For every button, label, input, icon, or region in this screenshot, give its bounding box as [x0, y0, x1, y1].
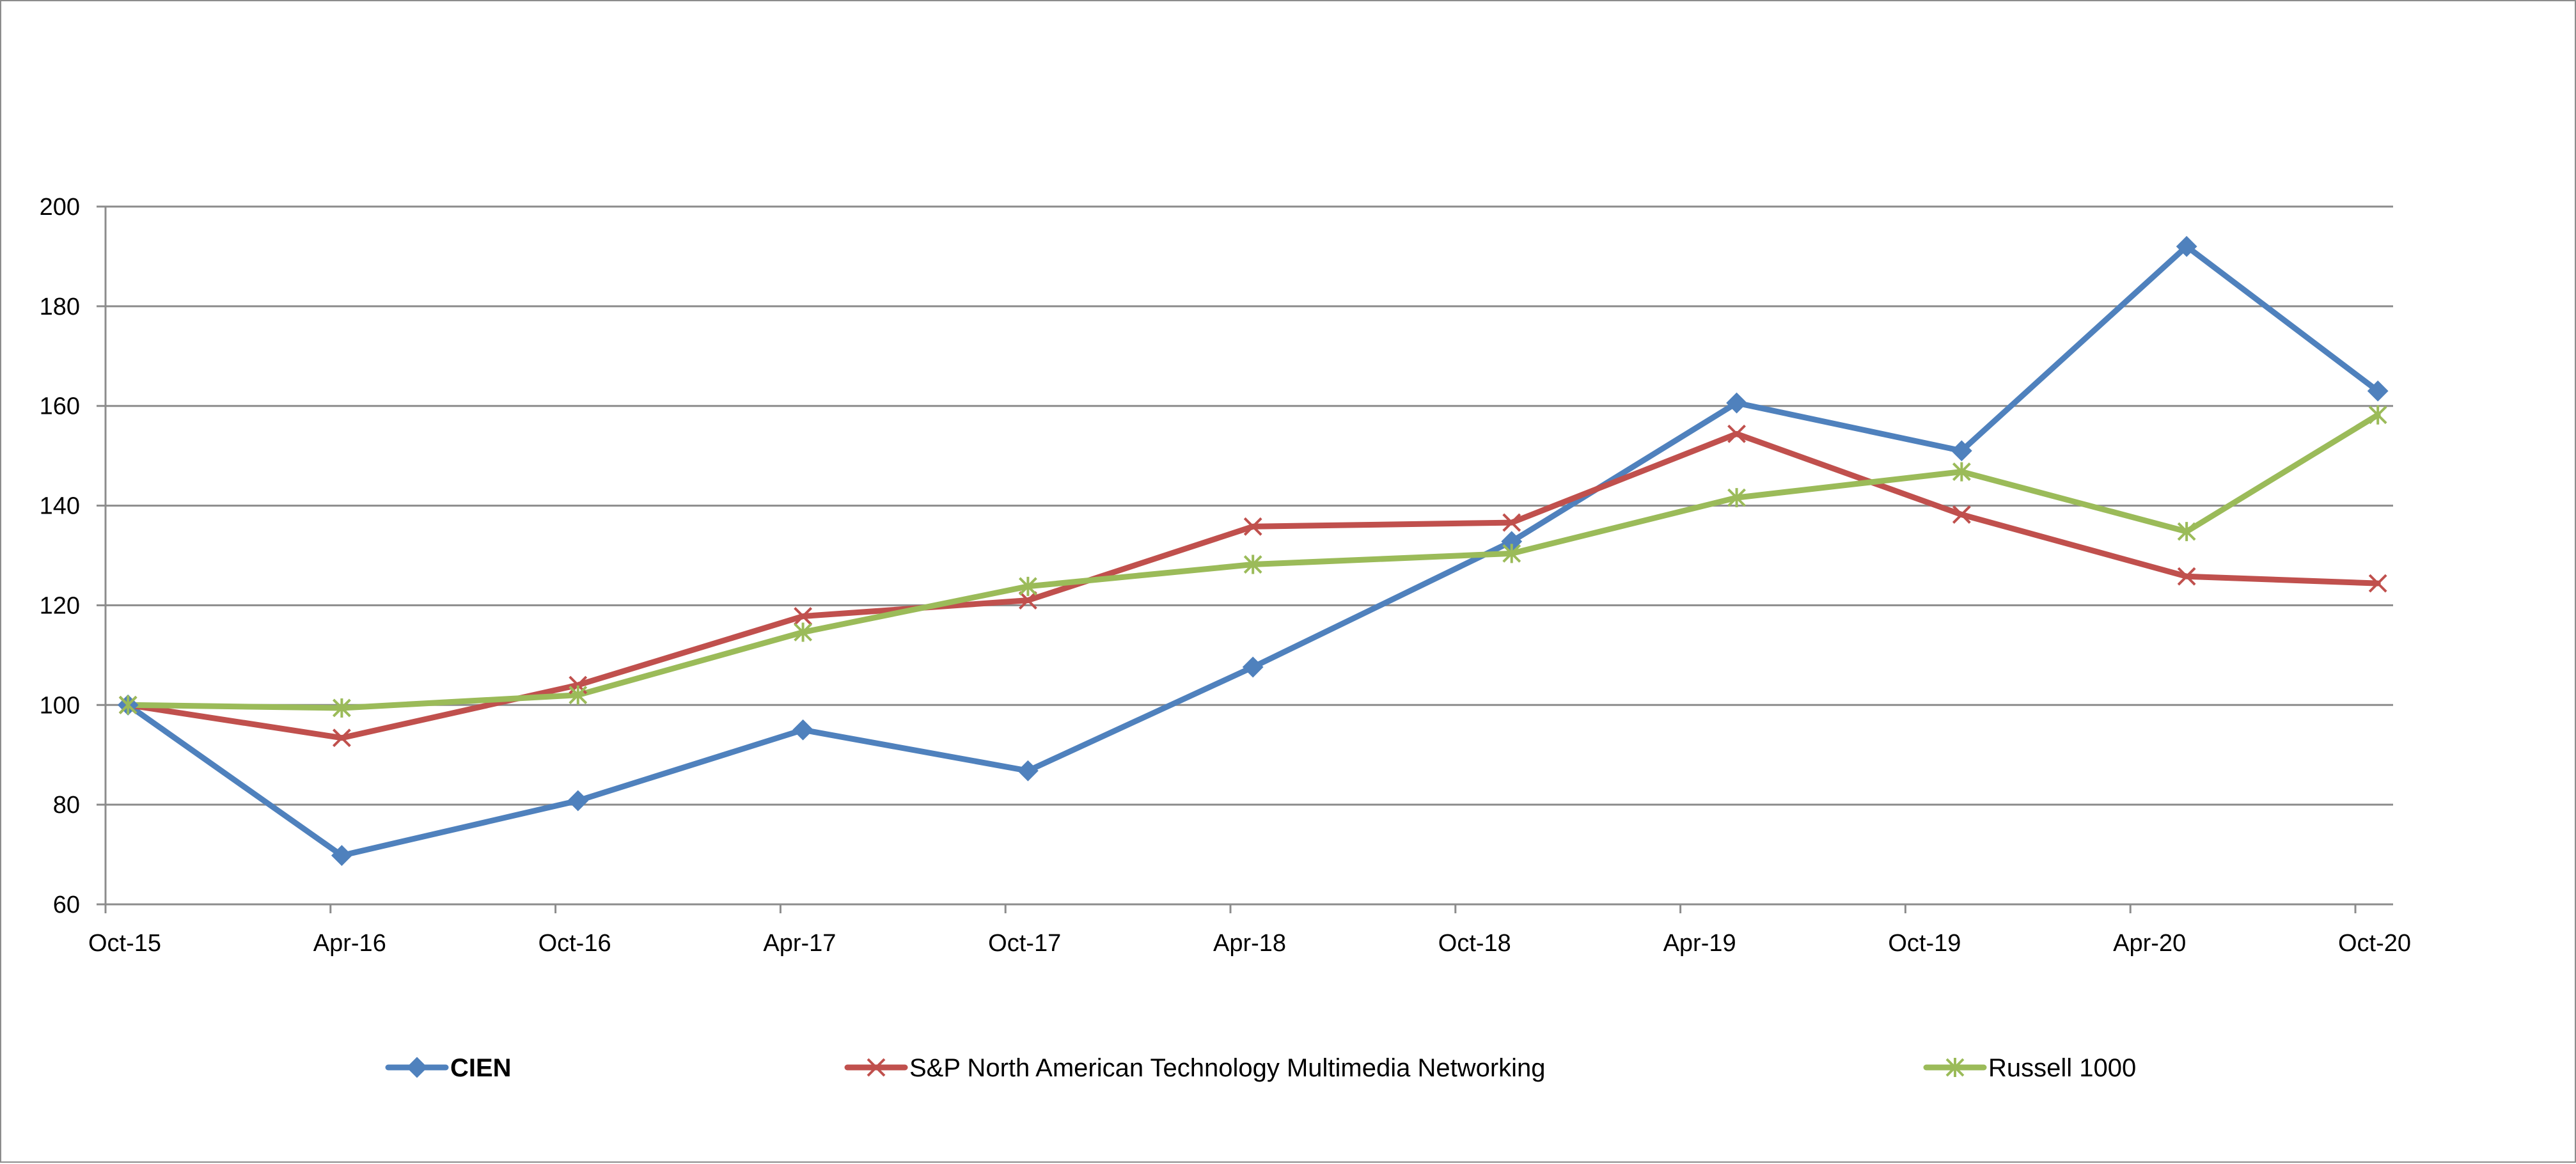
series-2-point [2368, 574, 2387, 593]
x-tick-label: Apr-18 [1213, 930, 1286, 957]
series-2-point [332, 728, 351, 748]
series-lines [125, 243, 2381, 859]
series-1-point [1017, 760, 1039, 782]
legend: CIEN S&P North American Technology Multim… [385, 1054, 2136, 1082]
series-line-2 [125, 430, 2381, 741]
series-2-point [1018, 591, 1037, 610]
legend-marker-3 [1945, 1058, 1965, 1077]
series-1-point [1242, 656, 1264, 678]
legend-marker-1 [406, 1057, 428, 1078]
y-tick-label: 160 [40, 393, 80, 420]
x-tick-label: Apr-17 [763, 930, 836, 957]
series-1-point [1726, 392, 1747, 414]
x-tick-label: Oct-20 [2338, 930, 2411, 957]
y-tick-label: 200 [40, 194, 80, 221]
series-3-point [1727, 488, 1746, 508]
series-1-point [2367, 380, 2389, 402]
x-tick-label: Oct-17 [988, 930, 1061, 957]
legend-label-2: S&P North American Technology Multimedia… [909, 1054, 1546, 1082]
series-3-point [2368, 405, 2387, 425]
legend-label-1: CIEN [450, 1054, 512, 1082]
series-2-point [794, 607, 812, 625]
series-3-point [1018, 576, 1037, 596]
series-2-point [1952, 505, 1971, 524]
x-tick-label: Apr-16 [313, 930, 386, 957]
series-1-point [792, 719, 813, 741]
x-tick-label: Oct-18 [1438, 930, 1511, 957]
series-3-point [1502, 544, 1521, 563]
series-1-point [567, 790, 589, 812]
series-2-point [1727, 424, 1746, 443]
y-tick-label: 60 [53, 892, 80, 918]
y-tick-label: 100 [40, 692, 80, 719]
y-tick-label: 80 [53, 792, 80, 819]
x-tick-label: Oct-19 [1888, 930, 1961, 957]
series-2-point [2177, 567, 2196, 586]
legend-label-3: Russell 1000 [1988, 1054, 2136, 1082]
x-tick-label: Oct-16 [538, 930, 611, 957]
series-3-point [794, 622, 812, 642]
series-1-point [1951, 440, 1972, 462]
x-tick-label: Apr-20 [2113, 930, 2186, 957]
y-tick-label: 120 [40, 592, 80, 619]
series-2-point [1243, 517, 1262, 536]
y-tick-labels: 60 80 100 120 140 160 180 200 [40, 194, 80, 918]
axes [97, 205, 2393, 913]
x-tick-labels: Oct-15 Apr-16 Oct-16 Apr-17 Oct-17 Apr-18 Oct-… [88, 930, 2411, 957]
legend-marker-2 [867, 1058, 886, 1077]
x-tick-label: Oct-15 [88, 930, 161, 957]
series-markers [117, 235, 2389, 867]
series-1-point [331, 845, 352, 867]
series-3-point [332, 698, 351, 718]
series-2-point [1502, 513, 1521, 532]
series-line-1 [125, 243, 2381, 859]
series-3-point [1952, 462, 1971, 482]
series-3-point [118, 695, 137, 715]
series-1-point [2176, 235, 2197, 257]
y-tick-label: 180 [40, 294, 80, 320]
series-3-point [1243, 554, 1262, 574]
series-3-point [569, 685, 588, 705]
series-3-point [2177, 522, 2196, 542]
y-tick-label: 140 [40, 493, 80, 520]
x-tick-label: Apr-19 [1663, 930, 1736, 957]
